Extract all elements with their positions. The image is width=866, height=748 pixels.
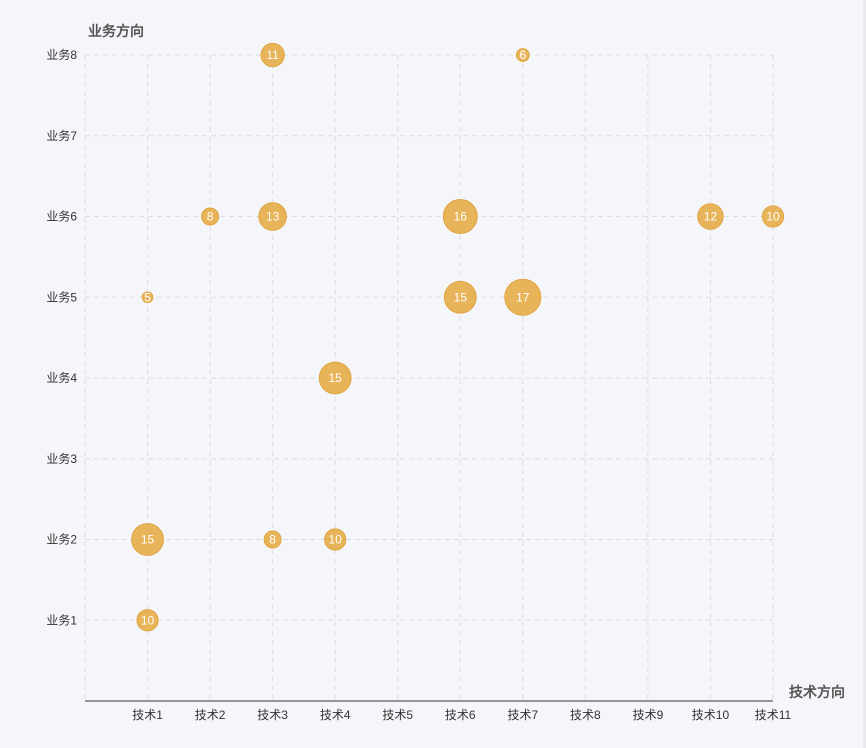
bubble: 10 bbox=[324, 528, 347, 551]
y-tick-label: 业务6 bbox=[46, 209, 77, 224]
x-axis-title: 技术方向 bbox=[789, 684, 845, 700]
bubbles: 11 6 8 13 16 12 10 5 15 17 15 15 8 10 10 bbox=[131, 42, 785, 632]
x-tick-label: 技术3 bbox=[257, 708, 288, 722]
bubble-value-label: 13 bbox=[266, 210, 280, 224]
bubble-circle bbox=[761, 205, 785, 228]
bubble-circle bbox=[504, 278, 542, 316]
bubble-value-label: 10 bbox=[141, 613, 155, 627]
bubble: 13 bbox=[258, 202, 287, 231]
bubble-value-label: 5 bbox=[144, 290, 151, 304]
x-tick-label: 技术5 bbox=[382, 708, 413, 722]
y-tick-label: 业务4 bbox=[46, 370, 77, 385]
bubble-circle bbox=[136, 609, 159, 632]
bubble-value-label: 10 bbox=[329, 533, 343, 547]
y-tick-label: 业务5 bbox=[46, 289, 77, 304]
x-tick-label: 技术10 bbox=[692, 708, 730, 722]
bubble: 11 bbox=[260, 42, 285, 68]
x-tick-label: 技术8 bbox=[570, 708, 601, 722]
bubble-value-label: 16 bbox=[454, 210, 468, 224]
bubble-circle bbox=[443, 280, 477, 314]
bubble-circle bbox=[141, 291, 154, 304]
bubble-value-label: 8 bbox=[269, 533, 276, 547]
bubble-value-label: 12 bbox=[704, 210, 718, 224]
bubble-value-label: 15 bbox=[329, 371, 343, 385]
x-tick-label: 技术1 bbox=[132, 708, 163, 722]
bubble-value-label: 17 bbox=[516, 290, 530, 304]
x-tick-label: 技术6 bbox=[445, 708, 476, 722]
bubble: 12 bbox=[697, 203, 724, 230]
bubble: 5 bbox=[141, 290, 154, 304]
bubble: 10 bbox=[761, 205, 785, 228]
bubble-circle bbox=[318, 361, 352, 395]
bubble-circle bbox=[258, 202, 287, 231]
bubble-circle bbox=[515, 48, 530, 62]
bubble-value-label: 8 bbox=[207, 210, 214, 224]
x-tick-label: 技术11 bbox=[755, 708, 792, 722]
scrollbar[interactable] bbox=[863, 0, 866, 748]
bubble: 15 bbox=[318, 361, 352, 395]
bubble-circle bbox=[324, 528, 347, 551]
y-tick-label: 业务1 bbox=[46, 612, 77, 627]
bubble-circle bbox=[263, 530, 282, 549]
bubble-value-label: 11 bbox=[266, 48, 279, 62]
bubble-value-label: 15 bbox=[141, 533, 155, 547]
bubble: 6 bbox=[515, 48, 530, 62]
y-tick-labels: 业务1 业务2 业务3 业务4 业务5 业务6 业务7 业务8 bbox=[46, 47, 77, 627]
bubble: 15 bbox=[131, 523, 164, 556]
x-tick-label: 技术4 bbox=[320, 708, 351, 722]
bubble: 8 bbox=[263, 530, 282, 549]
grid-lines bbox=[84, 54, 774, 701]
y-tick-label: 业务8 bbox=[46, 47, 77, 62]
y-axis-title: 业务方向 bbox=[88, 23, 144, 39]
x-tick-label: 技术7 bbox=[507, 708, 538, 722]
bubble: 17 bbox=[504, 278, 542, 316]
bubble-circle bbox=[442, 199, 478, 234]
bubble-circle bbox=[201, 207, 220, 226]
bubble-value-label: 10 bbox=[766, 210, 780, 224]
bubble: 15 bbox=[443, 280, 477, 314]
x-tick-labels: 技术1 技术2 技术3 技术4 技术5 技术6 技术7 技术8 技术9 技术10 技术11 bbox=[132, 708, 791, 722]
y-tick-label: 业务7 bbox=[46, 128, 77, 143]
bubble-value-label: 6 bbox=[519, 48, 526, 62]
y-tick-label: 业务2 bbox=[46, 532, 77, 547]
bubble: 10 bbox=[136, 609, 159, 632]
bubble-circle bbox=[131, 523, 164, 556]
bubble-value-label: 15 bbox=[454, 290, 468, 304]
y-tick-label: 业务3 bbox=[46, 451, 77, 466]
x-tick-label: 技术2 bbox=[195, 708, 226, 722]
bubble: 16 bbox=[442, 199, 478, 234]
axes: 业务方向 技术方向 bbox=[85, 23, 845, 702]
bubble-circle bbox=[260, 42, 285, 68]
bubble-circle bbox=[697, 203, 724, 230]
bubble: 8 bbox=[201, 207, 220, 226]
x-tick-label: 技术9 bbox=[633, 708, 664, 722]
